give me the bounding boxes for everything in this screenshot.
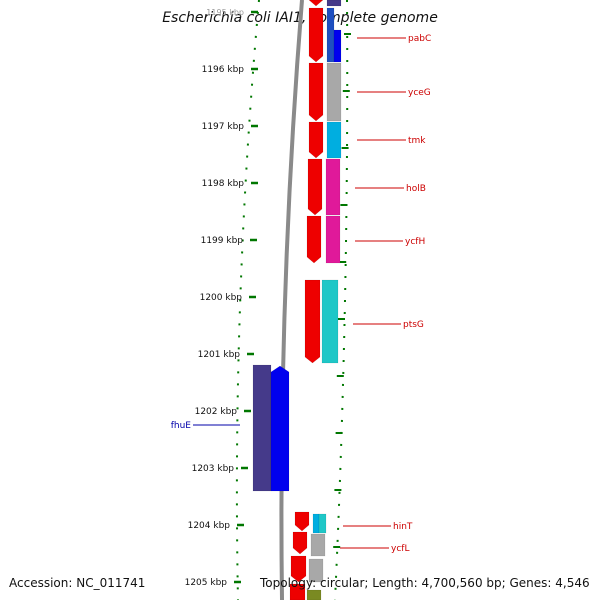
gene-arrow[interactable]	[290, 555, 307, 583]
gene-features[interactable]	[252, 0, 342, 600]
gene-cog-box[interactable]	[308, 558, 324, 583]
ruler-label: 1196 kbp	[202, 65, 245, 75]
topology-summary: Topology: circular; Length: 4,700,560 bp…	[260, 576, 590, 590]
gene-arrow[interactable]	[308, 0, 324, 7]
ruler-label: 1204 kbp	[188, 521, 231, 531]
gene-label-ptsG[interactable]: ptsG	[403, 320, 424, 330]
gene-cog-box[interactable]	[325, 158, 341, 216]
gene-arrow-tmk[interactable]	[308, 121, 324, 159]
accession-label: Accession: NC_011741	[9, 576, 146, 590]
gene-arrow-fhuE[interactable]	[270, 365, 290, 492]
gene-label-ycfL[interactable]: ycfL	[391, 544, 409, 554]
ruler-label: 1198 kbp	[202, 179, 245, 189]
ruler-label: 1197 kbp	[202, 122, 245, 132]
gene-label-fhuE[interactable]: fhuE	[171, 421, 192, 431]
gene-arrow-ycfH[interactable]	[306, 215, 322, 264]
gene-cog-box[interactable]	[326, 121, 342, 159]
gene-arrow-hinT[interactable]	[294, 511, 310, 532]
gene-cog-box[interactable]	[326, 7, 335, 63]
gene-label-hinT[interactable]: hinT	[393, 522, 413, 532]
gene-cog-box[interactable]	[326, 0, 342, 7]
gene-label-pabC[interactable]: pabC	[408, 34, 431, 44]
gene-label-ycfH[interactable]: ycfH	[405, 237, 425, 247]
gene-cog-box[interactable]	[312, 513, 320, 534]
gene-arrow[interactable]	[289, 583, 306, 600]
gene-arrow-ycfL[interactable]	[292, 531, 308, 555]
ruler-label: 1203 kbp	[192, 464, 235, 474]
ruler-label: 1200 kbp	[200, 293, 243, 303]
gene-arrow-pabC[interactable]	[308, 7, 324, 63]
ruler-label: 1199 kbp	[201, 236, 244, 246]
gene-cog-box[interactable]	[321, 279, 339, 364]
gene-label-holB[interactable]: holB	[406, 184, 426, 194]
tick-track-right	[334, 0, 349, 600]
gene-cog-box[interactable]	[310, 533, 326, 557]
tick-track-left	[235, 0, 260, 600]
ruler-label: 1195 kbp	[206, 8, 244, 17]
ruler-label: 1201 kbp	[198, 350, 241, 360]
ruler-label: 1205 kbp	[185, 578, 228, 588]
gene-cog-box[interactable]	[318, 513, 327, 534]
kbp-ruler: 1195 kbp 1196 kbp 1197 kbp 1198 kbp 1199 kbp…	[185, 8, 351, 588]
gene-arrow-holB[interactable]	[307, 158, 323, 216]
gene-cog-box-fhuE[interactable]	[252, 364, 272, 492]
gene-arrow-yceG[interactable]	[308, 62, 324, 122]
gene-label-yceG[interactable]: yceG	[408, 88, 431, 98]
gene-labels: pabC yceG tmk holB ycfH ptsG hinT ycfL fhuE	[171, 34, 432, 554]
gene-cog-box[interactable]	[325, 215, 341, 264]
ruler-label: 1202 kbp	[195, 407, 238, 417]
gene-label-tmk[interactable]: tmk	[408, 136, 426, 146]
gene-arrow-ptsG[interactable]	[304, 279, 321, 364]
gene-cog-box[interactable]	[333, 29, 342, 63]
gene-cog-box[interactable]	[306, 589, 322, 600]
genome-backbone	[279, 0, 304, 600]
gene-cog-box[interactable]	[326, 62, 342, 122]
